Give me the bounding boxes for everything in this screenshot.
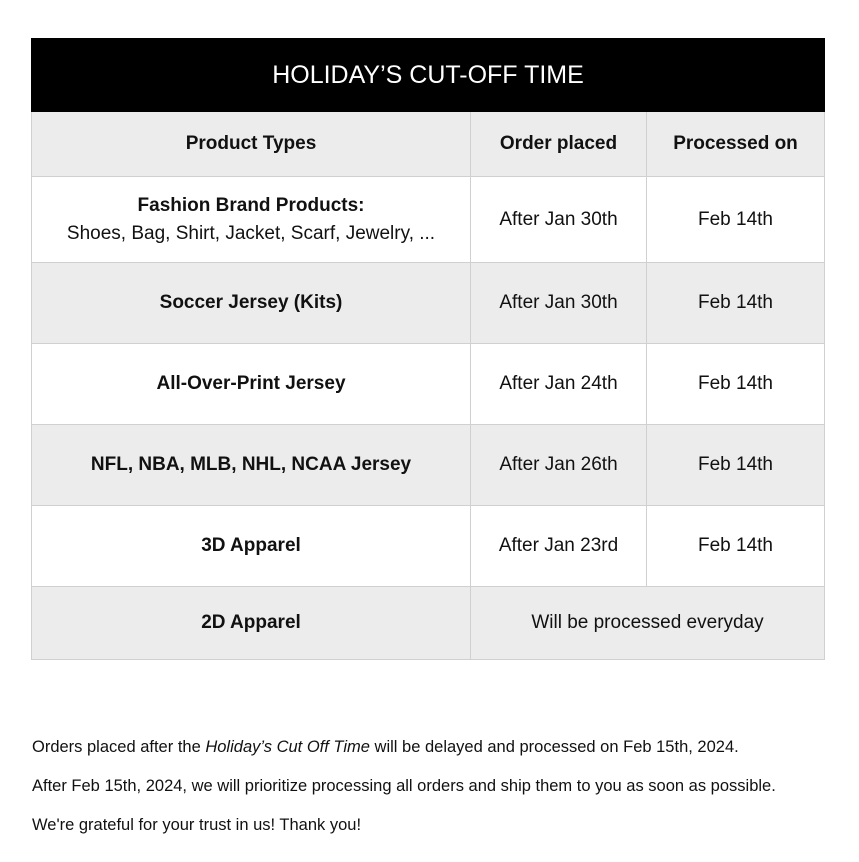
product-type: Soccer Jersey (Kits) — [31, 262, 471, 344]
note-thanks: We're grateful for your trust in us! Tha… — [32, 816, 362, 834]
product-type: 3D Apparel — [31, 505, 471, 587]
table-title: HOLIDAY’S CUT-OFF TIME — [31, 38, 825, 112]
order-placed: After Jan 23rd — [470, 505, 647, 587]
table-row: Fashion Brand Products: Shoes, Bag, Shirt… — [31, 176, 825, 263]
processing-note: Will be processed everyday — [470, 586, 825, 660]
product-name: Fashion Brand Products: — [137, 194, 365, 216]
order-placed: After Jan 24th — [470, 343, 647, 425]
order-placed: After Jan 26th — [470, 424, 647, 506]
note-emphasis: Holiday’s Cut Off Time — [205, 738, 370, 756]
product-type: 2D Apparel — [31, 586, 471, 660]
cutoff-table: HOLIDAY’S CUT-OFF TIME Product Types Ord… — [31, 38, 825, 660]
notes: Orders placed after the Holiday’s Cut Of… — [32, 737, 776, 854]
table-row: NFL, NBA, MLB, NHL, NCAA Jersey After Ja… — [31, 424, 825, 506]
note-priority: After Feb 15th, 2024, we will prioritize… — [32, 777, 776, 795]
processed-on: Feb 14th — [646, 343, 825, 425]
note-text: will be delayed and processed on Feb 15t… — [369, 738, 739, 756]
header-product-types: Product Types — [31, 111, 471, 177]
order-placed: After Jan 30th — [470, 176, 647, 263]
header-order-placed: Order placed — [470, 111, 647, 177]
header-row: Product Types Order placed Processed on — [31, 111, 825, 177]
order-placed: After Jan 30th — [470, 262, 647, 344]
product-examples: Shoes, Bag, Shirt, Jacket, Scarf, Jewelr… — [66, 222, 436, 244]
processed-on: Feb 14th — [646, 505, 825, 587]
table-row: 2D Apparel Will be processed everyday — [31, 586, 825, 660]
product-type: Fashion Brand Products: Shoes, Bag, Shirt… — [31, 176, 471, 263]
processed-on: Feb 14th — [646, 176, 825, 263]
table-row: All-Over-Print Jersey After Jan 24th Feb… — [31, 343, 825, 425]
product-type: All-Over-Print Jersey — [31, 343, 471, 425]
note-text: Orders placed after the — [32, 738, 206, 756]
product-type: NFL, NBA, MLB, NHL, NCAA Jersey — [31, 424, 471, 506]
note-delay: Orders placed after the Holiday’s Cut Of… — [32, 737, 776, 759]
processed-on: Feb 14th — [646, 262, 825, 344]
processed-on: Feb 14th — [646, 424, 825, 506]
header-processed-on: Processed on — [646, 111, 825, 177]
table-row: 3D Apparel After Jan 23rd Feb 14th — [31, 505, 825, 587]
table-row: Soccer Jersey (Kits) After Jan 30th Feb … — [31, 262, 825, 344]
